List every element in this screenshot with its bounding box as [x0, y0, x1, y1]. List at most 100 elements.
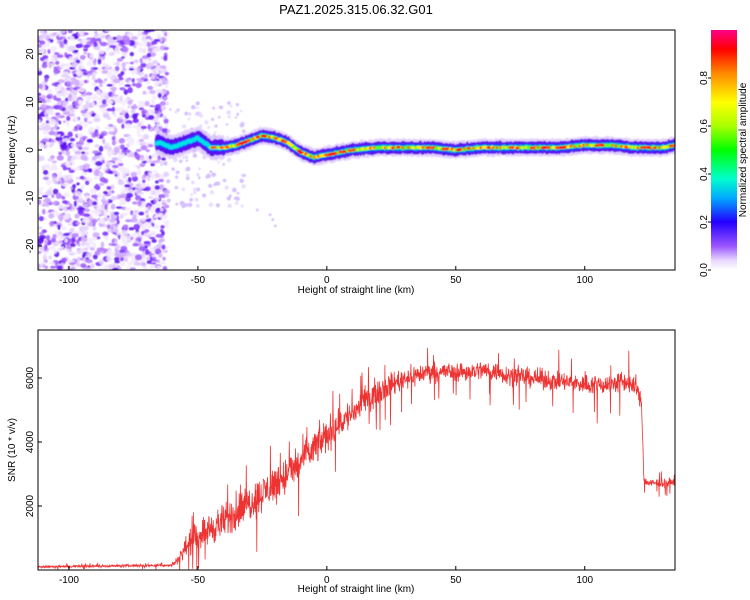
spectrogram-cell — [127, 32, 134, 37]
spectrogram-cell — [107, 199, 113, 204]
snr-x-tick-label: -100 — [59, 575, 79, 586]
spectrogram-cell — [163, 189, 171, 195]
spectrogram-cell — [158, 261, 166, 265]
spectrogram-cell — [38, 155, 45, 161]
spectrogram-cell — [67, 30, 73, 34]
spectrogram-cell — [119, 214, 124, 220]
spectrogram-cell — [93, 117, 101, 122]
spectrogram-cell — [101, 159, 105, 164]
spectrogram-cell — [58, 171, 62, 176]
spectrogram-cell — [62, 138, 70, 142]
spectrogram-cell — [75, 221, 81, 225]
spectrogram-cell — [79, 55, 86, 60]
colorbar-gradient — [711, 30, 737, 270]
spectrogram-cell — [57, 79, 65, 84]
spectrogram-cell — [132, 118, 139, 123]
spectrogram-cell — [111, 136, 116, 141]
spectrogram-cell — [39, 57, 45, 62]
spectrogram-cell — [154, 126, 160, 131]
spectrogram-cell — [52, 188, 59, 195]
spectrogram-cell — [133, 209, 140, 215]
spectrogram-cell — [84, 207, 90, 213]
spectrogram-cell — [226, 110, 232, 115]
spectrogram-cell — [38, 263, 41, 270]
snr-y-tick-label: 4000 — [25, 430, 36, 453]
spectrogram-cell — [211, 172, 216, 178]
spectrogram-cell — [95, 89, 101, 96]
spectrogram-cell — [78, 79, 85, 84]
spectrogram-cell — [117, 252, 124, 258]
spectrogram-cell — [212, 106, 215, 110]
spectrogram-cell — [134, 254, 143, 261]
spectrogram-cell — [75, 124, 81, 128]
spectrogram-cell — [122, 100, 126, 107]
spectrogram-cell — [102, 191, 108, 195]
spectrogram-cell — [75, 59, 81, 64]
spectrogram-cell — [131, 201, 138, 205]
spectrogram-cell — [106, 71, 113, 78]
spectrogram-cell — [49, 109, 55, 116]
spectrogram-cell — [66, 120, 70, 127]
spectrogram-cell — [117, 73, 123, 78]
spectrogram-cell — [141, 55, 149, 60]
spectrogram-x-tick-label: -50 — [191, 275, 206, 286]
spectrogram-cell — [45, 211, 50, 215]
spectrogram-cell — [68, 173, 73, 179]
spectrogram-cell — [131, 232, 136, 238]
spectrogram-cell — [45, 116, 51, 121]
colorbar-tick-label: 0.6 — [699, 119, 710, 133]
spectrogram-cell — [71, 233, 79, 238]
spectrogram-cell — [73, 49, 79, 53]
spectrogram-cell — [70, 36, 75, 42]
spectrogram-cell — [83, 44, 90, 49]
spectrogram-cell — [42, 45, 46, 52]
spectrogram-cell — [85, 142, 91, 146]
spectrogram-cell — [133, 224, 141, 231]
spectrogram-cell — [47, 49, 51, 55]
spectrogram-cell — [124, 207, 131, 212]
spectrogram-cell — [129, 56, 133, 60]
spectrogram-cell — [144, 74, 148, 79]
spectrogram-cell — [105, 64, 112, 69]
spectrogram-cell — [147, 85, 154, 90]
spectrogram-cell — [75, 153, 81, 160]
spectrogram-cell — [143, 133, 149, 140]
spectrogram-cell — [38, 190, 42, 196]
spectrogram-cell — [136, 165, 141, 169]
spectrogram-cell — [195, 203, 200, 208]
spectrogram-cell — [114, 66, 120, 72]
spectrogram-cell — [106, 224, 111, 229]
spectrogram-cell — [132, 104, 137, 110]
spectrogram-cell — [94, 183, 100, 190]
spectrogram-cell — [154, 224, 160, 229]
spectrogram-cell — [83, 225, 89, 231]
spectrogram-cell — [161, 127, 169, 134]
spectrogram-cell — [61, 30, 66, 34]
spectrogram-cell — [141, 174, 147, 180]
spectrogram-cell — [78, 165, 84, 170]
spectrogram-cell — [109, 40, 117, 44]
spectrogram-cell — [78, 236, 82, 242]
spectrogram-cell — [88, 199, 93, 203]
spectrogram-x-label: Height of straight line (km) — [298, 285, 415, 296]
spectrogram-cell — [77, 242, 81, 247]
spectrogram-cell — [69, 203, 73, 208]
spectrogram-cell — [123, 242, 129, 247]
spectrogram-cell — [126, 266, 131, 270]
spectrogram-cell — [125, 138, 133, 142]
spectrogram-cell — [136, 169, 142, 176]
spectrogram-cell — [83, 79, 88, 84]
spectrogram-cell — [62, 101, 69, 106]
spectrogram-cell — [90, 263, 95, 269]
spectrogram-cell — [158, 184, 165, 190]
chart-title: PAZ1.2025.315.06.32.G01 — [279, 2, 433, 17]
spectrogram-cell — [145, 202, 153, 209]
spectrogram-cell — [69, 227, 75, 233]
spectrogram-cell — [143, 44, 147, 48]
spectrogram-cell — [53, 69, 61, 74]
snr-x-tick-label: -50 — [191, 575, 206, 586]
spectrogram-cell — [268, 213, 272, 217]
spectrogram-cell — [141, 58, 148, 64]
spectrogram-cell — [81, 241, 86, 247]
spectrogram-cell — [149, 256, 154, 262]
